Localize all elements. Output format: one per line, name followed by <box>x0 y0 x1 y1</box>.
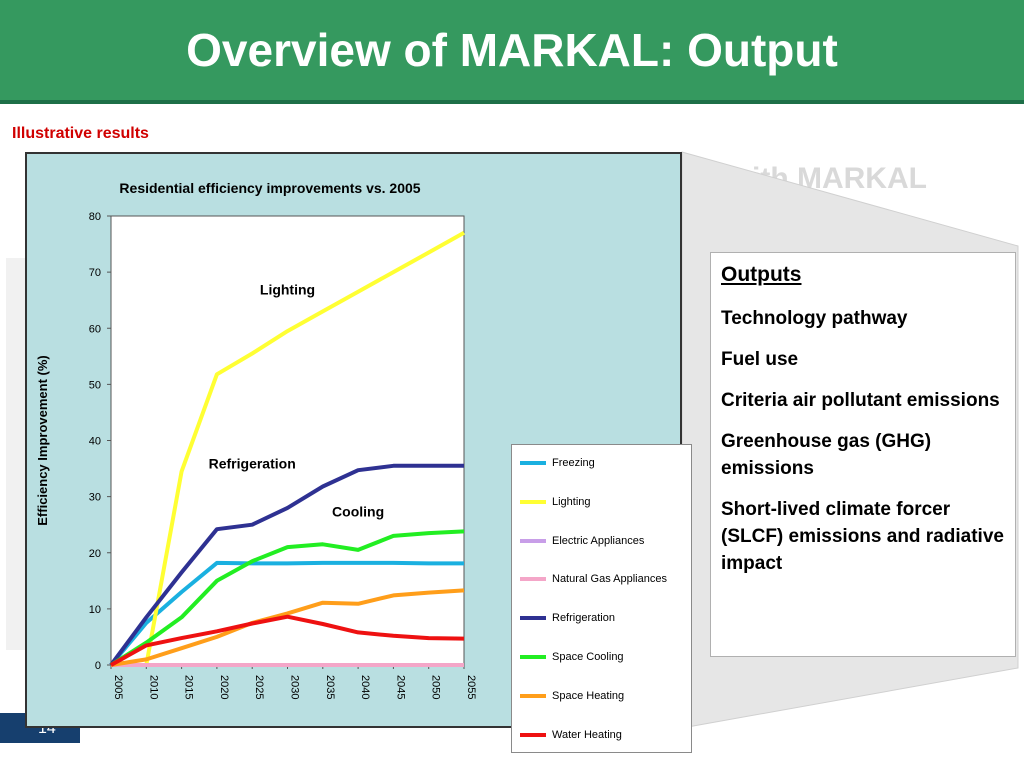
legend-label: Refrigeration <box>552 612 615 625</box>
x-tick-label: 2020 <box>218 675 230 699</box>
x-tick-label: 2050 <box>430 675 442 699</box>
header-divider <box>0 100 1024 104</box>
legend-label: Lighting <box>552 495 591 508</box>
y-tick-label: 40 <box>89 436 101 448</box>
output-item: Technology pathway <box>721 308 908 329</box>
x-tick-label: 2055 <box>465 675 477 699</box>
x-tick-label: 2040 <box>359 675 371 699</box>
series-line-refrigeration <box>109 463 464 667</box>
chart-annotation: Refrigeration <box>209 456 296 472</box>
header-bar <box>0 0 1024 100</box>
outputs-heading: Outputs <box>721 263 802 286</box>
y-tick-label: 30 <box>89 492 101 504</box>
legend-label: Water Heating <box>552 728 622 741</box>
series-line-water-heating <box>110 614 465 667</box>
x-tick-label: 2045 <box>394 675 406 699</box>
legend-label: Electric Appliances <box>552 534 645 547</box>
chart-title: Residential efficiency improvements vs. … <box>119 180 420 196</box>
series-line-freezing <box>109 560 464 667</box>
y-axis-label: Efficiency Improvement (%) <box>35 355 50 526</box>
output-item: Greenhouse gas (GHG) emissions <box>721 431 932 479</box>
legend-swatch <box>520 732 546 737</box>
x-tick-label: 2005 <box>112 675 124 699</box>
output-item: Fuel use <box>721 349 799 370</box>
legend-swatch <box>520 616 546 621</box>
y-tick-label: 10 <box>89 604 101 616</box>
legend-swatch <box>520 693 546 698</box>
y-tick-label: 50 <box>89 379 101 391</box>
x-tick-label: 2030 <box>289 675 301 699</box>
legend-swatch <box>520 538 546 543</box>
legend-swatch <box>520 461 546 465</box>
chart-container: Residential efficiency improvements vs. … <box>25 152 692 753</box>
series-line-space-cooling <box>109 529 465 667</box>
series-line-lighting <box>111 231 465 667</box>
series-line-space-heating <box>110 588 465 667</box>
chart-annotation: Lighting <box>260 282 315 298</box>
chart-annotation: Cooling <box>332 503 384 519</box>
legend-label: Space Cooling <box>552 651 624 663</box>
legend-swatch <box>520 499 546 504</box>
legend-label: Space Heating <box>552 689 625 702</box>
outputs-box: Outputs Technology pathway Fuel use Crit… <box>710 252 1016 657</box>
x-tick-label: 2025 <box>253 675 265 699</box>
legend-swatch <box>520 577 546 582</box>
y-tick-label: 20 <box>89 548 101 560</box>
slide-title: Overview of MARKAL: Output <box>186 24 838 76</box>
y-tick-label: 80 <box>89 211 101 223</box>
output-item: Criteria air pollutant emissions <box>721 390 1000 411</box>
x-tick-label: 2035 <box>324 675 336 699</box>
legend-label: Freezing <box>552 457 595 469</box>
y-tick-label: 0 <box>95 660 101 672</box>
slide-subtitle: Illustrative results <box>12 125 149 142</box>
x-tick-label: 2010 <box>147 675 159 699</box>
legend-label: Natural Gas Appliances <box>552 573 667 586</box>
output-item: Short-lived climate forcer (SLCF) emissi… <box>721 499 1004 574</box>
y-tick-label: 60 <box>89 323 101 335</box>
legend-swatch <box>520 655 546 659</box>
chart-canvas: Residential efficiency improvements vs. … <box>35 180 477 699</box>
y-tick-label: 70 <box>89 267 101 279</box>
x-tick-label: 2015 <box>183 675 195 699</box>
chart-legend: Freezing Lighting Electric Appliances Natur… <box>511 444 692 753</box>
